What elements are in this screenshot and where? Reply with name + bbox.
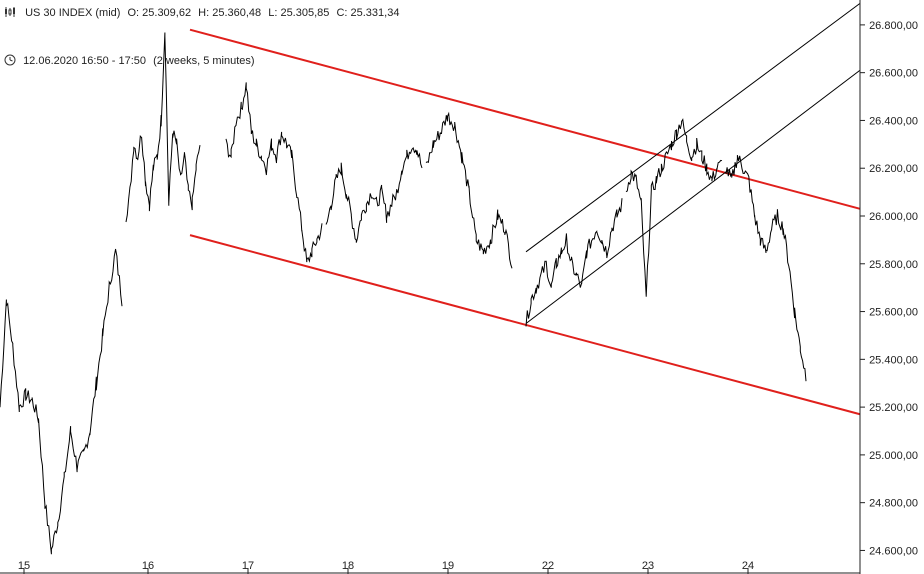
y-tick-label: 25.000,00	[869, 450, 918, 462]
y-tick-label: 26.400,00	[869, 115, 918, 127]
price-line-session-24	[725, 155, 807, 382]
price-line-session-18	[325, 147, 423, 243]
clock-icon	[4, 54, 16, 66]
price-line-session-17	[225, 82, 323, 263]
y-tick: 25.400,00	[860, 354, 918, 366]
y-tick: 26.400,00	[860, 115, 918, 127]
y-tick-label: 24.800,00	[869, 498, 918, 510]
instrument-name: US 30 INDEX (mid)	[25, 7, 121, 19]
x-tick-label: 18	[342, 560, 354, 572]
x-tick-label: 19	[442, 560, 454, 572]
y-tick: 25.800,00	[860, 259, 918, 271]
x-tick-label: 23	[642, 560, 654, 572]
period-range: 12.06.2020 16:50 - 17:50	[23, 55, 147, 67]
price-line-session-23	[625, 118, 723, 297]
price-line-session-22	[525, 198, 623, 327]
low-value: L: 25.305,85	[268, 7, 330, 19]
red-channel-lower-line	[189, 234, 861, 416]
y-tick-label: 26.600,00	[869, 68, 918, 80]
y-tick: 25.000,00	[860, 450, 918, 462]
period-interval: (2 weeks, 5 minutes)	[153, 55, 255, 67]
y-tick: 26.000,00	[860, 211, 918, 223]
x-tick-label: 24	[742, 560, 754, 572]
x-tick: 16	[142, 560, 154, 574]
y-tick: 24.600,00	[860, 545, 918, 557]
x-tick-label: 17	[242, 560, 254, 572]
x-tick-label: 22	[542, 560, 554, 572]
y-tick-label: 26.200,00	[869, 163, 918, 175]
x-axis: 15 16 17 18 19 22 23 24	[0, 560, 860, 574]
price-line-session-16	[125, 32, 201, 223]
y-tick: 26.200,00	[860, 163, 918, 175]
trend-channels	[189, 2, 861, 416]
candlestick-icon[interactable]	[4, 6, 18, 18]
x-tick: 22	[542, 560, 554, 574]
y-tick: 24.800,00	[860, 498, 918, 510]
red-channel-upper-line	[189, 28, 861, 210]
y-tick-label: 24.600,00	[869, 545, 918, 557]
price-series	[0, 32, 807, 555]
y-axis: 24.600,00 24.800,00 25.000,00 25.200,00 25.4…	[859, 0, 918, 574]
high-value: H: 25.360,48	[198, 7, 262, 19]
y-tick-label: 26.000,00	[869, 211, 918, 223]
y-tick-label: 26.800,00	[869, 20, 918, 32]
x-tick: 23	[642, 560, 654, 574]
y-tick: 26.600,00	[860, 68, 918, 80]
close-value: C: 25.331,34	[336, 7, 400, 19]
y-tick-label: 25.600,00	[869, 307, 918, 319]
price-line-session-19	[425, 111, 513, 269]
ohlc-header: US 30 INDEX (mid) O: 25.309,62 H: 25.360…	[4, 6, 403, 19]
x-tick: 17	[242, 560, 254, 574]
x-tick: 19	[442, 560, 454, 574]
open-value: O: 25.309,62	[127, 7, 192, 19]
price-line-session-15	[0, 248, 123, 555]
black-channel-lower-line	[525, 69, 861, 324]
y-tick: 26.800,00	[860, 20, 918, 32]
y-tick-label: 25.400,00	[869, 354, 918, 366]
y-tick: 25.600,00	[860, 307, 918, 319]
black-channel-upper-line	[525, 2, 861, 253]
x-tick: 18	[342, 560, 354, 574]
x-tick-label: 15	[18, 560, 30, 572]
x-tick: 24	[742, 560, 754, 574]
y-tick-label: 25.200,00	[869, 402, 918, 414]
x-tick-label: 16	[142, 560, 154, 572]
x-tick: 15	[18, 560, 30, 574]
period-header: 12.06.2020 16:50 - 17:50 (2 weeks, 5 min…	[4, 54, 259, 67]
y-tick: 25.200,00	[860, 402, 918, 414]
y-tick-label: 25.800,00	[869, 259, 918, 271]
